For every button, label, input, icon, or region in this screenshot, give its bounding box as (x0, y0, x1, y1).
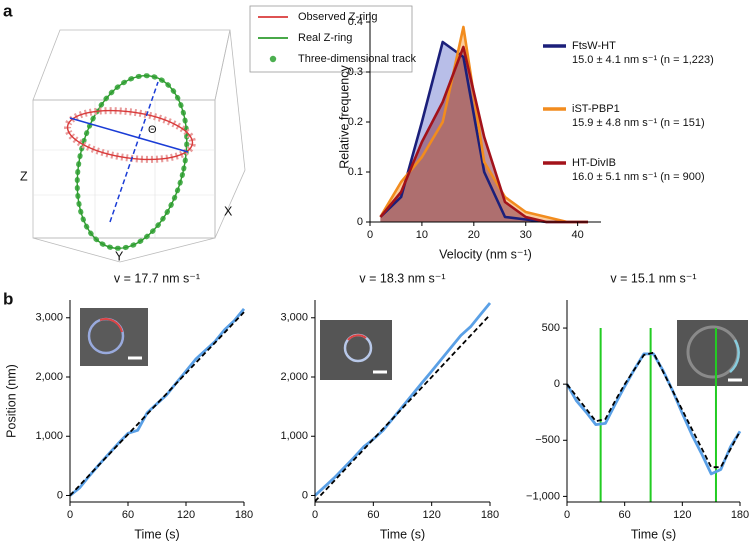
panel-label: a (3, 1, 13, 20)
x-axis-label: Time (s) (631, 527, 676, 541)
y-tick-label: 2,000 (35, 371, 63, 383)
legend-stats: 15.0 ± 4.1 nm s⁻¹ (n = 1,223) (572, 54, 714, 66)
x-tick-label: 0 (367, 229, 373, 241)
y-tick-label: −500 (535, 434, 560, 446)
inset-ring (729, 339, 740, 373)
x-tick-label: 40 (572, 229, 584, 241)
legend-label: Observed Z-ring (298, 11, 377, 23)
chart: 0 10 20 30 40 0 0.1 0.2 0.3 0.4 Velocity (nm s⁻¹) R… (337, 12, 714, 261)
inset-image (80, 308, 148, 366)
x-tick-label: 180 (235, 509, 253, 521)
chart: 0 60 120 180 −1,000 −500 0 500 v = 15.1 nm s⁻¹ Ti… (526, 271, 749, 541)
real-ring (76, 74, 188, 250)
chart-title: v = 15.1 nm s⁻¹ (610, 271, 696, 285)
y-axis-label: Relative frequency (337, 64, 351, 168)
inset-ring (347, 334, 367, 341)
x-tick-label: 60 (122, 509, 134, 521)
data-line (565, 352, 742, 476)
y-tick-label: 3,000 (280, 312, 308, 324)
x-axis-label: Time (s) (134, 527, 179, 541)
data-line (314, 302, 492, 497)
x-tick-label: 10 (416, 229, 428, 241)
legend-label: Real Z-ring (298, 32, 352, 44)
track-dots (74, 73, 190, 251)
fit-line (69, 311, 245, 497)
diameter (69, 117, 189, 153)
legend-label: FtsW-HT (572, 40, 616, 52)
diameter (109, 81, 159, 223)
angle-label: Θ (148, 124, 157, 136)
legend-label: Three-dimensional track (298, 53, 416, 65)
legend-label: iST-PBP1 (572, 103, 620, 115)
data-line (379, 25, 588, 224)
x-tick-label: 0 (312, 509, 318, 521)
fit-line (314, 314, 491, 503)
x-tick-label: 0 (67, 509, 73, 521)
x-tick-label: 60 (619, 509, 631, 521)
inset-image (320, 320, 392, 380)
y-tick-label: −1,000 (526, 490, 560, 502)
x-tick-label: 120 (422, 509, 440, 521)
x-tick-label: 120 (177, 509, 195, 521)
x-tick-label: 180 (731, 509, 749, 521)
chart: 0 60 120 180 0 1,000 2,000 3,000 v = 18.3 nm s⁻¹… (280, 271, 499, 541)
y-tick-label: 0.3 (348, 66, 363, 78)
x-axis-label: Time (s) (380, 527, 425, 541)
y-tick-label: 3,000 (35, 312, 63, 324)
x-tick-label: 60 (367, 509, 379, 521)
y-tick-label: 0.1 (348, 166, 363, 178)
y-tick-label: 0 (554, 378, 560, 390)
inset-ring (99, 318, 123, 333)
legend-label: HT-DivIB (572, 157, 616, 169)
axis-label: Z (20, 169, 28, 183)
axis-label: X (224, 204, 233, 218)
y-tick-label: 0.2 (348, 116, 363, 128)
x-tick-label: 120 (673, 509, 691, 521)
inset (80, 308, 748, 386)
y-tick-label: 0.4 (348, 16, 363, 28)
x-tick-label: 180 (481, 509, 499, 521)
area (380, 47, 588, 222)
y-tick-label: 1,000 (35, 430, 63, 442)
chart: 0 60 120 180 0 1,000 2,000 3,000 v = 17.7 nm s⁻¹… (4, 271, 253, 541)
legend-stats: 15.9 ± 4.8 nm s⁻¹ (n = 151) (572, 117, 705, 129)
box-face (32, 99, 216, 239)
box-face (214, 29, 246, 239)
legend-swatch (269, 55, 277, 63)
y-tick-label: 500 (542, 322, 560, 334)
legend: Observed Z-ring Real Z-ring Three-dimensio… (258, 11, 416, 65)
y-tick-label: 0 (57, 489, 63, 501)
observed-ring (66, 109, 194, 161)
x-tick-label: 30 (520, 229, 532, 241)
chart-title: v = 18.3 nm s⁻¹ (359, 271, 445, 285)
legend-stats: 16.0 ± 5.1 nm s⁻¹ (n = 900) (572, 171, 705, 183)
x-tick-label: 20 (468, 229, 480, 241)
y-tick-label: 2,000 (280, 371, 308, 383)
panel-label: b (3, 289, 13, 308)
box-floor (32, 237, 216, 263)
chart-title: v = 17.7 nm s⁻¹ (114, 271, 200, 285)
box-face (32, 29, 231, 101)
y-tick-label: 1,000 (280, 430, 308, 442)
x-tick-label: 0 (564, 509, 570, 521)
y-tick-label: 0 (357, 216, 363, 228)
axis-label: Y (115, 249, 124, 263)
y-tick-label: 0 (302, 489, 308, 501)
y-axis-label: Position (nm) (4, 364, 18, 438)
panel-a: Θ Z X Y Observed Z-ring Real Z-ring Three-… (20, 5, 416, 263)
x-axis-label: Velocity (nm s⁻¹) (439, 247, 532, 261)
